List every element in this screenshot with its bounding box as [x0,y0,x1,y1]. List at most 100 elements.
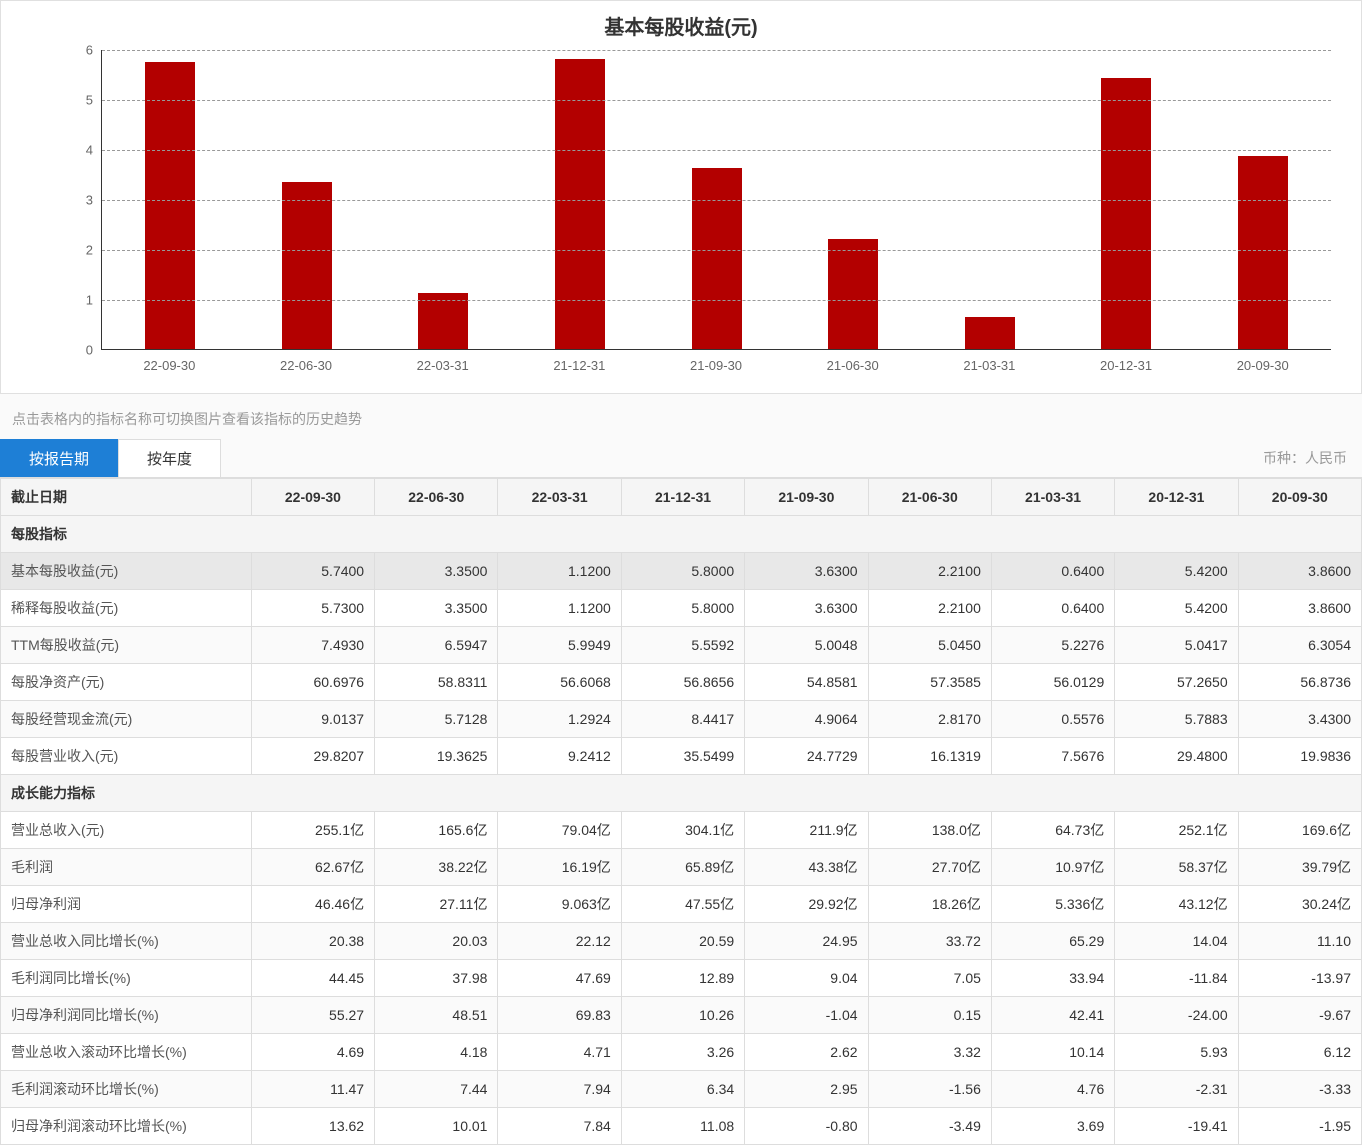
metric-value: 3.32 [868,1034,991,1071]
metric-value: 4.71 [498,1034,621,1071]
metric-value: 56.8656 [621,664,744,701]
metric-value: 7.84 [498,1108,621,1145]
metric-value: 3.26 [621,1034,744,1071]
y-tick-label: 3 [86,193,93,208]
metric-value: 3.6300 [745,590,868,627]
table-row: 毛利润62.67亿38.22亿16.19亿65.89亿43.38亿27.70亿1… [1,849,1362,886]
metric-value: 37.98 [375,960,498,997]
bar[interactable] [418,293,468,349]
bar[interactable] [692,168,742,350]
metric-name[interactable]: TTM每股收益(元) [1,627,252,664]
metric-value: 3.8600 [1238,553,1361,590]
grid-line [102,150,1331,151]
x-tick-label: 21-09-30 [648,358,785,373]
metric-value: 7.94 [498,1071,621,1108]
metric-name[interactable]: 归母净利润滚动环比增长(%) [1,1108,252,1145]
metric-value: -1.95 [1238,1108,1361,1145]
metric-value: 5.93 [1115,1034,1238,1071]
bar[interactable] [965,317,1015,349]
metric-value: 65.29 [991,923,1114,960]
metric-value: 3.8600 [1238,590,1361,627]
x-tick-label: 22-03-31 [374,358,511,373]
header-date: 22-06-30 [375,479,498,516]
metric-value: -9.67 [1238,997,1361,1034]
metric-value: 24.7729 [745,738,868,775]
metric-value: 11.10 [1238,923,1361,960]
metric-name[interactable]: 营业总收入滚动环比增长(%) [1,1034,252,1071]
metric-name[interactable]: 毛利润滚动环比增长(%) [1,1071,252,1108]
metric-value: 0.15 [868,997,991,1034]
metric-value: 9.063亿 [498,886,621,923]
metric-name[interactable]: 营业总收入同比增长(%) [1,923,252,960]
metric-name[interactable]: 每股营业收入(元) [1,738,252,775]
header-date: 22-03-31 [498,479,621,516]
metric-value: 33.94 [991,960,1114,997]
metric-value: 255.1亿 [251,812,374,849]
tabs-row: 按报告期按年度 币种：人民币 [0,439,1362,478]
metric-value: 47.55亿 [621,886,744,923]
metric-value: 19.3625 [375,738,498,775]
metric-value: 6.5947 [375,627,498,664]
metric-value: 211.9亿 [745,812,868,849]
metric-value: 42.41 [991,997,1114,1034]
metric-name[interactable]: 毛利润 [1,849,252,886]
metric-value: 5.7128 [375,701,498,738]
metric-name[interactable]: 每股净资产(元) [1,664,252,701]
metric-name[interactable]: 归母净利润同比增长(%) [1,997,252,1034]
metric-value: 79.04亿 [498,812,621,849]
metric-name[interactable]: 基本每股收益(元) [1,553,252,590]
metric-value: 47.69 [498,960,621,997]
chart-plot [101,50,1331,350]
bar[interactable] [828,239,878,350]
metric-value: 44.45 [251,960,374,997]
metric-value: 58.8311 [375,664,498,701]
bar[interactable] [1238,156,1288,349]
metric-value: 6.34 [621,1071,744,1108]
metric-value: 48.51 [375,997,498,1034]
metric-name[interactable]: 归母净利润 [1,886,252,923]
metric-value: 5.0450 [868,627,991,664]
metric-name[interactable]: 营业总收入(元) [1,812,252,849]
metric-value: 29.8207 [251,738,374,775]
tab-by-year[interactable]: 按年度 [118,439,221,477]
metric-value: 22.12 [498,923,621,960]
metric-value: 7.05 [868,960,991,997]
metric-value: 38.22亿 [375,849,498,886]
metric-value: -11.84 [1115,960,1238,997]
metric-value: 1.2924 [498,701,621,738]
metric-value: 19.9836 [1238,738,1361,775]
metric-value: 1.1200 [498,590,621,627]
metric-value: 138.0亿 [868,812,991,849]
metric-value: 304.1亿 [621,812,744,849]
header-date: 20-09-30 [1238,479,1361,516]
tab-by-period[interactable]: 按报告期 [0,439,118,477]
metric-value: 5.8000 [621,590,744,627]
metric-value: 10.01 [375,1108,498,1145]
metric-value: 5.336亿 [991,886,1114,923]
metric-value: 9.0137 [251,701,374,738]
metric-value: 2.2100 [868,553,991,590]
bar[interactable] [1101,78,1151,349]
metric-value: 9.04 [745,960,868,997]
metric-name[interactable]: 稀释每股收益(元) [1,590,252,627]
metric-value: 24.95 [745,923,868,960]
metric-value: 3.3500 [375,590,498,627]
metric-value: 4.18 [375,1034,498,1071]
metric-name[interactable]: 每股经营现金流(元) [1,701,252,738]
metric-value: 30.24亿 [1238,886,1361,923]
metric-value: 64.73亿 [991,812,1114,849]
bar[interactable] [282,182,332,350]
metric-value: 2.8170 [868,701,991,738]
metric-name[interactable]: 毛利润同比增长(%) [1,960,252,997]
metric-value: 16.1319 [868,738,991,775]
bar[interactable] [145,62,195,349]
metric-value: 57.2650 [1115,664,1238,701]
metric-value: 27.70亿 [868,849,991,886]
table-row: TTM每股收益(元)7.49306.59475.99495.55925.0048… [1,627,1362,664]
metric-value: 9.2412 [498,738,621,775]
table-row: 营业总收入滚动环比增长(%)4.694.184.713.262.623.3210… [1,1034,1362,1071]
bar[interactable] [555,59,605,349]
metric-value: 0.6400 [991,553,1114,590]
metric-value: 11.47 [251,1071,374,1108]
metric-value: 27.11亿 [375,886,498,923]
